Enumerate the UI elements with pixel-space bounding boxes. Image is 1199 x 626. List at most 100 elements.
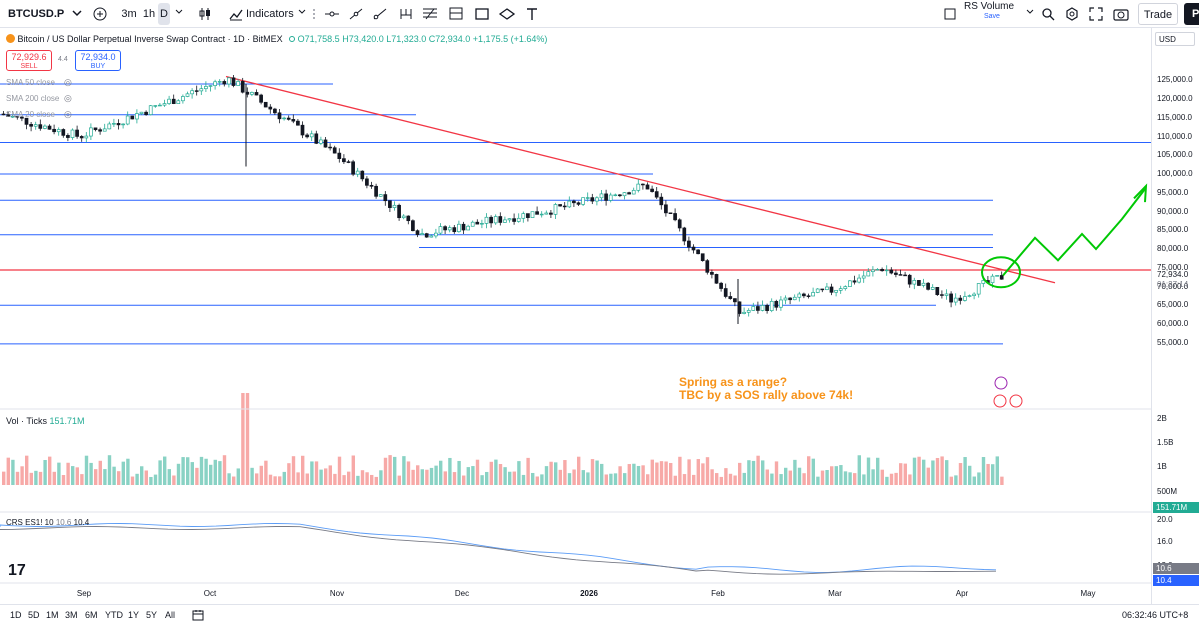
candle-body — [158, 104, 162, 107]
tradingview-logo[interactable]: 17 — [8, 562, 26, 579]
chart-canvas[interactable]: Sep Oct Nov Dec 2026 Feb Mar Apr May — [0, 28, 1151, 604]
volume-bar — [296, 472, 300, 485]
volume-bar — [71, 466, 75, 485]
volume-bar — [567, 473, 572, 485]
snapshot-camera-icon[interactable] — [1110, 3, 1132, 25]
currency-selector[interactable]: USD — [1155, 32, 1195, 46]
candle-body — [710, 271, 714, 275]
market-status-dot-icon — [289, 36, 296, 42]
save-label[interactable]: Save — [984, 13, 1000, 20]
volume-bar — [963, 457, 967, 485]
candle-body — [728, 296, 733, 299]
price-axis[interactable]: USD 125,000.0 120,000.0 115,000.0 110,000.0… — [1151, 28, 1199, 604]
quick-search-icon[interactable] — [1038, 3, 1058, 25]
path-icon[interactable] — [496, 3, 518, 25]
range-all[interactable]: All — [165, 610, 176, 620]
range-1y[interactable]: 1Y — [128, 610, 140, 620]
volume-bar — [328, 465, 332, 485]
volume-bar — [669, 462, 673, 485]
eye-hidden-icon[interactable]: ◎ — [64, 93, 72, 103]
volume-bar — [153, 474, 158, 485]
volume-bar — [190, 462, 194, 485]
ray-icon[interactable] — [370, 3, 390, 25]
indicator-sma20[interactable]: SMA 20 close — [6, 110, 55, 119]
settings-gear-icon[interactable] — [1062, 3, 1082, 25]
publish-button[interactable]: Pu — [1184, 3, 1199, 25]
candle-body — [70, 129, 75, 138]
indicator-sma200[interactable]: SMA 200 close — [6, 94, 60, 103]
candle-body — [751, 306, 756, 311]
candle-body — [765, 305, 769, 311]
volume-bar — [802, 473, 806, 485]
candle-body — [990, 275, 995, 284]
candle-body — [213, 81, 217, 86]
interval-d[interactable]: D — [158, 3, 170, 25]
candle-body — [15, 116, 20, 118]
eye-hidden-icon[interactable]: ◎ — [64, 77, 72, 87]
indicators-button[interactable]: Indicators — [246, 8, 294, 20]
candle-body — [434, 232, 438, 237]
buy-button[interactable]: 72,934.0 BUY — [75, 50, 121, 71]
indicators-icon[interactable] — [228, 3, 244, 25]
symbol-search[interactable]: BTCUSD.P — [8, 8, 65, 20]
candle-body — [677, 219, 682, 229]
crs-label: CRS ES1! 10 — [6, 518, 54, 527]
eye-hidden-icon[interactable]: ◎ — [64, 109, 72, 119]
volume-bar — [765, 469, 769, 485]
drag-handle-icon[interactable] — [310, 3, 318, 25]
candle-body — [351, 161, 355, 175]
interval-3m[interactable]: 3m — [121, 8, 137, 20]
sell-button[interactable]: 72,929.6 SELL — [6, 50, 52, 71]
candle-body — [190, 90, 194, 95]
range-ytd[interactable]: YTD — [105, 610, 123, 620]
utc-clock[interactable]: 06:32:46 UTC+8 — [1122, 610, 1189, 620]
range-5d[interactable]: 5D — [28, 610, 40, 620]
symbol-menu-icon[interactable] — [70, 3, 84, 25]
volume-bar — [544, 466, 549, 485]
pitchfork-icon[interactable] — [396, 3, 416, 25]
trend-line-icon[interactable] — [346, 3, 366, 25]
volume-bar — [264, 460, 268, 485]
go-to-date-calendar-icon[interactable] — [192, 609, 204, 623]
crs-legend[interactable]: CRS ES1! 10 10.6 10.4 — [6, 518, 89, 527]
interval-menu-icon[interactable] — [172, 3, 186, 25]
trade-button[interactable]: Trade — [1138, 3, 1178, 25]
candle-body — [98, 129, 102, 132]
long-position-icon[interactable] — [446, 3, 466, 25]
rs-volume-layout[interactable]: RS Volume Save — [964, 2, 1024, 24]
fib-retracement-icon[interactable] — [420, 3, 440, 25]
range-5y[interactable]: 5Y — [146, 610, 158, 620]
range-1m[interactable]: 1M — [46, 610, 59, 620]
interval-1h[interactable]: 1h — [142, 8, 156, 20]
volume-bar — [724, 468, 728, 485]
candle-type-icon[interactable] — [196, 3, 214, 25]
candle-body — [521, 213, 526, 219]
candle-body — [420, 233, 424, 235]
volume-bar — [494, 459, 498, 485]
indicator-sma50[interactable]: SMA 50 close — [6, 78, 55, 87]
volume-bar — [715, 473, 719, 485]
text-tool-icon[interactable] — [522, 3, 542, 25]
compare-add-icon[interactable] — [90, 3, 110, 25]
volume-bar — [2, 471, 6, 485]
range-6m[interactable]: 6M — [85, 610, 98, 620]
volume-bar — [287, 463, 291, 485]
candle-body — [33, 124, 38, 127]
volume-bar — [673, 475, 677, 485]
volume-bar — [498, 464, 503, 485]
symbol-title[interactable]: Bitcoin / US Dollar Perpetual Inverse Sw… — [17, 34, 283, 44]
candle-body — [38, 124, 43, 129]
fullscreen-icon[interactable] — [1086, 3, 1106, 25]
projection-layer — [981, 183, 1148, 408]
volume-bar — [517, 461, 521, 485]
rs-volume-checkbox-icon[interactable] — [940, 3, 960, 25]
horizontal-ray-icon[interactable] — [322, 3, 342, 25]
chart-annotation[interactable]: Spring as a range? TBC by a SOS rally ab… — [679, 376, 853, 402]
range-1d[interactable]: 1D — [10, 610, 22, 620]
indicators-menu-icon[interactable] — [296, 3, 308, 25]
volume-bar — [126, 458, 130, 485]
volume-legend[interactable]: Vol · Ticks 151.71M — [6, 416, 85, 426]
rectangle-icon[interactable] — [472, 3, 492, 25]
layout-menu-icon[interactable] — [1024, 3, 1036, 25]
range-3m[interactable]: 3M — [65, 610, 78, 620]
